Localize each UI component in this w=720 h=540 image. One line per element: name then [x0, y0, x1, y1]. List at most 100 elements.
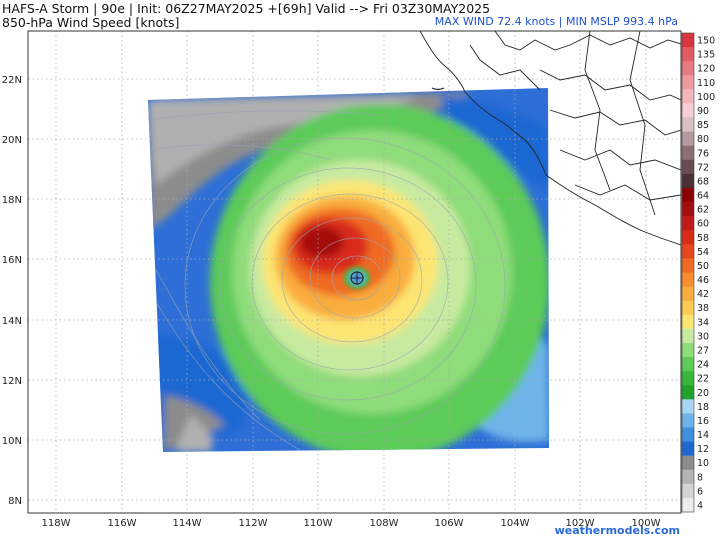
lat-label: 22N [2, 75, 22, 86]
colorbar-swatch [682, 399, 694, 414]
colorbar-label: 60 [697, 219, 709, 230]
colorbar-swatch [682, 230, 694, 245]
lon-label: 114W [173, 518, 202, 529]
colorbar-label: 6 [697, 486, 703, 497]
colorbar-swatch [682, 441, 694, 456]
colorbar-label: 120 [697, 64, 715, 75]
colorbar-label: 80 [697, 134, 709, 145]
lat-label: 8N [8, 496, 22, 507]
colorbar-label: 14 [697, 430, 709, 441]
colorbar-label: 76 [697, 148, 709, 159]
colorbar-swatch [682, 286, 694, 301]
colorbar-label: 85 [697, 120, 709, 131]
colorbar-label: 62 [697, 205, 709, 216]
lon-label: 102W [566, 518, 595, 529]
map-frame [27, 30, 682, 514]
lat-label: 16N [2, 255, 22, 266]
colorbar-label: 22 [697, 374, 709, 385]
colorbar-label: 46 [697, 275, 709, 286]
colorbar: 1501351201101009085807672686462605854504… [681, 32, 715, 513]
longitude-axis: 118W 116W 114W 112W 110W 108W 106W 104W … [42, 518, 661, 529]
colorbar-label: 135 [697, 50, 715, 61]
lon-label: 104W [501, 518, 530, 529]
lat-label: 12N [2, 376, 22, 387]
colorbar-label: 58 [697, 233, 709, 244]
colorbar-label: 4 [697, 500, 703, 511]
colorbar-label: 16 [697, 416, 709, 427]
coastline [419, 31, 681, 246]
colorbar-swatch [682, 216, 694, 231]
credit-text: weathermodels.com [554, 524, 680, 537]
colorbar-label: 100 [697, 92, 715, 103]
wind-field [148, 88, 549, 452]
colorbar-swatch [682, 258, 694, 273]
colorbar-swatch [682, 244, 694, 259]
colorbar-swatch [682, 33, 694, 48]
colorbar-label: 90 [697, 106, 709, 117]
colorbar-swatch [682, 357, 694, 372]
colorbar-label: 110 [697, 78, 715, 89]
lon-label: 112W [239, 518, 268, 529]
colorbar-swatch [682, 455, 694, 471]
colorbar-swatch [682, 483, 694, 499]
storm-center-marker [350, 271, 364, 285]
colorbar-label: 64 [697, 191, 709, 202]
chart-subtitle: 850-hPa Wind Speed [knots] [2, 15, 180, 30]
colorbar-label: 10 [697, 458, 709, 469]
lat-label: 20N [2, 135, 22, 146]
colorbar-swatch [682, 159, 694, 175]
colorbar-label: 12 [697, 444, 709, 455]
latitude-axis: 22N 20N 18N 16N 14N 12N 10N 8N [2, 75, 22, 507]
colorbar-label: 68 [697, 176, 709, 187]
lon-label: 108W [370, 518, 399, 529]
colorbar-label: 72 [697, 162, 709, 173]
colorbar-border [681, 32, 695, 513]
colorbar-label: 54 [697, 247, 709, 258]
colorbar-label: 20 [697, 388, 709, 399]
colorbar-label: 18 [697, 402, 709, 413]
streamlines [149, 110, 506, 451]
colorbar-swatch [682, 413, 694, 428]
colorbar-label: 24 [697, 360, 709, 371]
colorbar-swatch [682, 47, 694, 62]
colorbar-swatch [682, 89, 694, 104]
colorbar-swatch [682, 385, 694, 400]
colorbar-swatch [682, 469, 694, 485]
colorbar-label: 42 [697, 289, 709, 300]
lon-label: 110W [304, 518, 333, 529]
colorbar-swatch [682, 328, 694, 344]
colorbar-label: 150 [697, 36, 715, 47]
colorbar-label: 34 [697, 317, 709, 328]
gridlines [28, 31, 681, 513]
colorbar-swatch [682, 61, 694, 76]
colorbar-swatch [682, 145, 694, 161]
colorbar-swatch [682, 300, 694, 316]
colorbar-swatch [682, 427, 694, 442]
lon-label: 116W [108, 518, 137, 529]
colorbar-label: 38 [697, 303, 709, 314]
lat-label: 18N [2, 195, 22, 206]
colorbar-swatch [682, 187, 694, 203]
colorbar-swatch [682, 272, 694, 287]
colorbar-swatch [682, 342, 694, 358]
chart-title: HAFS-A Storm | 90e | Init: 06Z27MAY2025 … [2, 1, 491, 16]
lon-label: 118W [42, 518, 71, 529]
colorbar-label: 8 [697, 472, 703, 483]
colorbar-swatch [682, 497, 694, 513]
max-wind-stats: MAX WIND 72.4 knots | MIN MSLP 993.4 hPa [434, 15, 678, 28]
colorbar-swatch [682, 75, 694, 90]
lon-label: 100W [632, 518, 661, 529]
colorbar-label: 30 [697, 331, 709, 342]
colorbar-swatch [682, 103, 694, 118]
colorbar-label: 27 [697, 345, 709, 356]
colorbar-swatch [682, 371, 694, 386]
lat-label: 14N [2, 316, 22, 327]
lat-label: 10N [2, 436, 22, 447]
colorbar-swatch [682, 173, 694, 189]
colorbar-swatch [682, 202, 694, 217]
colorbar-swatch [682, 117, 694, 132]
colorbar-swatch [682, 314, 694, 330]
lon-label: 106W [435, 518, 464, 529]
colorbar-swatch [682, 131, 694, 147]
